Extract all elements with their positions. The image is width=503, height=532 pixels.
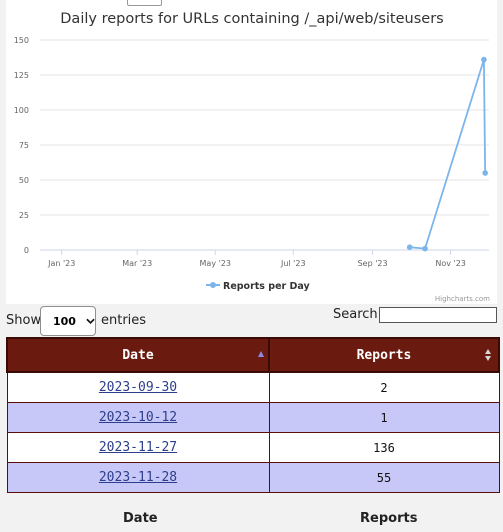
table-footer-reports: Reports [360, 511, 418, 526]
column-header-label: Date [122, 347, 154, 363]
y-tick-label: 150 [14, 36, 29, 45]
reports-cell: 136 [268, 432, 500, 463]
show-label: Show [6, 313, 42, 328]
date-link[interactable]: 2023-11-27 [98, 440, 178, 455]
chart-credit[interactable]: Highcharts.com [435, 295, 490, 303]
search-label: Search: [333, 307, 383, 322]
sort-ascending-icon [258, 351, 264, 357]
entries-value: 100 [53, 314, 76, 328]
date-link[interactable]: 2023-10-12 [98, 410, 178, 425]
legend-point-marker [210, 282, 216, 288]
date-cell: 2023-09-30 [6, 371, 270, 403]
reports-cell: 2 [268, 371, 500, 403]
data-point [406, 244, 413, 250]
reports-cell: 1 [268, 402, 500, 433]
date-cell: 2023-10-12 [6, 402, 270, 433]
search-input[interactable] [379, 307, 497, 323]
data-point [481, 56, 487, 63]
legend-item-label: Reports per Day [223, 281, 311, 292]
data-point [482, 170, 488, 176]
column-header-label: Reports [356, 347, 412, 363]
chart-title: Daily reports for URLs containing /_api/… [60, 11, 443, 27]
entries-label: entries [101, 313, 147, 328]
y-tick-label: 100 [14, 106, 29, 115]
reports-cell: 55 [268, 462, 500, 493]
line-chart: Daily reports for URLs containing /_api/… [14, 11, 490, 303]
x-tick-label: May '23 [200, 259, 231, 268]
chart-panel: Daily reports for URLs containing /_api/… [6, 0, 497, 304]
chart-legend[interactable]: Reports per Day [206, 281, 311, 292]
entries-select[interactable]: 100 [40, 306, 96, 336]
y-tick-label: 0 [24, 246, 29, 255]
date-cell: 2023-11-28 [6, 462, 270, 493]
column-header-date[interactable]: Date [6, 337, 270, 373]
x-tick-label: Nov '23 [435, 259, 466, 268]
x-tick-label: Jul '23 [280, 259, 306, 268]
data-point [422, 245, 428, 252]
table-row: 2023-09-30 2 [6, 371, 500, 403]
table-footer-date: Date [123, 511, 158, 526]
chevron-down-icon [86, 318, 95, 324]
table-row: 2023-11-27 136 [6, 432, 500, 463]
x-tick-label: Sep '23 [358, 259, 388, 268]
y-tick-label: 75 [19, 141, 29, 150]
y-tick-label: 25 [19, 211, 29, 220]
column-header-reports[interactable]: Reports [268, 337, 500, 373]
series-line [409, 59, 487, 250]
table-row: 2023-11-28 55 [6, 462, 500, 493]
y-tick-label: 50 [19, 176, 29, 185]
y-tick-label: 125 [14, 71, 29, 80]
date-cell: 2023-11-27 [6, 432, 270, 463]
x-tick-label: Mar '23 [122, 259, 152, 268]
date-link[interactable]: 2023-11-28 [98, 470, 178, 485]
reports-table: Date Reports 2023-09-30 2 2023-10-12 1 2… [6, 337, 500, 493]
date-link[interactable]: 2023-09-30 [98, 380, 178, 395]
x-tick-label: Jan '23 [47, 259, 75, 268]
table-row: 2023-10-12 1 [6, 402, 500, 433]
chart-menu-button[interactable] [127, 0, 162, 6]
sort-both-icon [485, 349, 493, 361]
